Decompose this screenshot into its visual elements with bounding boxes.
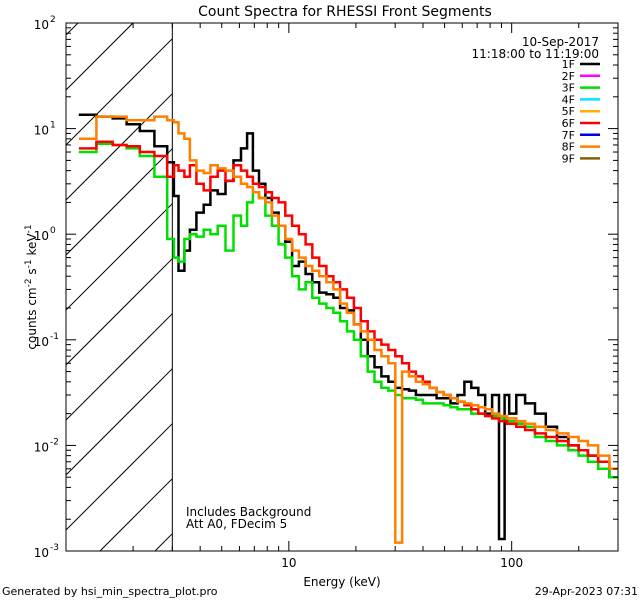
series-line-3 (78, 140, 618, 471)
timestamp-label: 29-Apr-2023 07:31 (535, 585, 638, 598)
y-tick-exponent: -3 (50, 543, 59, 553)
hatch-line (65, 93, 173, 201)
x-tick-label: 10 (281, 556, 296, 570)
legend-label: 6F (562, 117, 575, 130)
y-tick-label: 10 (34, 335, 49, 349)
time-range-label: 11:18:00 to 11:19:00 (472, 47, 599, 61)
hatch-line (65, 38, 173, 146)
y-tick-label: 10 (34, 229, 49, 243)
hatch-line (65, 313, 173, 421)
legend-label: 3F (562, 82, 575, 95)
y-tick-exponent: 0 (50, 226, 56, 236)
legend-label: 4F (562, 93, 575, 106)
y-tick-label: 10 (34, 440, 49, 454)
hatch-line (65, 203, 173, 311)
hatch-line (99, 478, 173, 552)
annotation-attenuator: Att A0, FDecim 5 (186, 517, 287, 531)
x-axis-label: Energy (keV) (303, 575, 380, 589)
y-axis-label: counts cm-2 s-1 keV-1 (24, 224, 39, 349)
hatch-line (154, 533, 173, 552)
date-label: 10-Sep-2017 (522, 35, 599, 49)
legend-label: 1F (562, 58, 575, 71)
series-line-4 (78, 115, 618, 544)
legend-label: 2F (562, 70, 575, 83)
hatch-line (65, 423, 173, 531)
hatched-region (65, 22, 173, 552)
legend-label: 5F (562, 105, 575, 118)
x-tick-label: 100 (500, 556, 523, 570)
annotation-background: Includes Background (186, 505, 311, 519)
hatch-line (65, 22, 134, 91)
hatch-line (65, 368, 173, 476)
y-tick-label: 10 (34, 124, 49, 138)
generated-by-label: Generated by hsi_min_spectra_plot.pro (2, 585, 218, 598)
y-tick-exponent: -2 (50, 437, 59, 447)
x-axis: 10 100 (65, 23, 619, 570)
series-line-1 (78, 113, 618, 541)
legend-label: 9F (562, 152, 575, 165)
y-tick-exponent: 1 (50, 121, 56, 131)
hatch-line (65, 148, 173, 256)
y-tick-label: 10 (34, 18, 49, 32)
y-tick-label: 10 (34, 546, 49, 560)
y-tick-exponent: -1 (50, 332, 59, 342)
plot-frame (65, 22, 619, 552)
series-layer (78, 113, 618, 544)
chart-title: Count Spectra for RHESSI Front Segments (198, 4, 492, 20)
hatch-line (65, 258, 173, 366)
legend-label: 8F (562, 141, 575, 154)
legend-label: 7F (562, 129, 575, 142)
y-tick-exponent: 2 (50, 15, 56, 25)
